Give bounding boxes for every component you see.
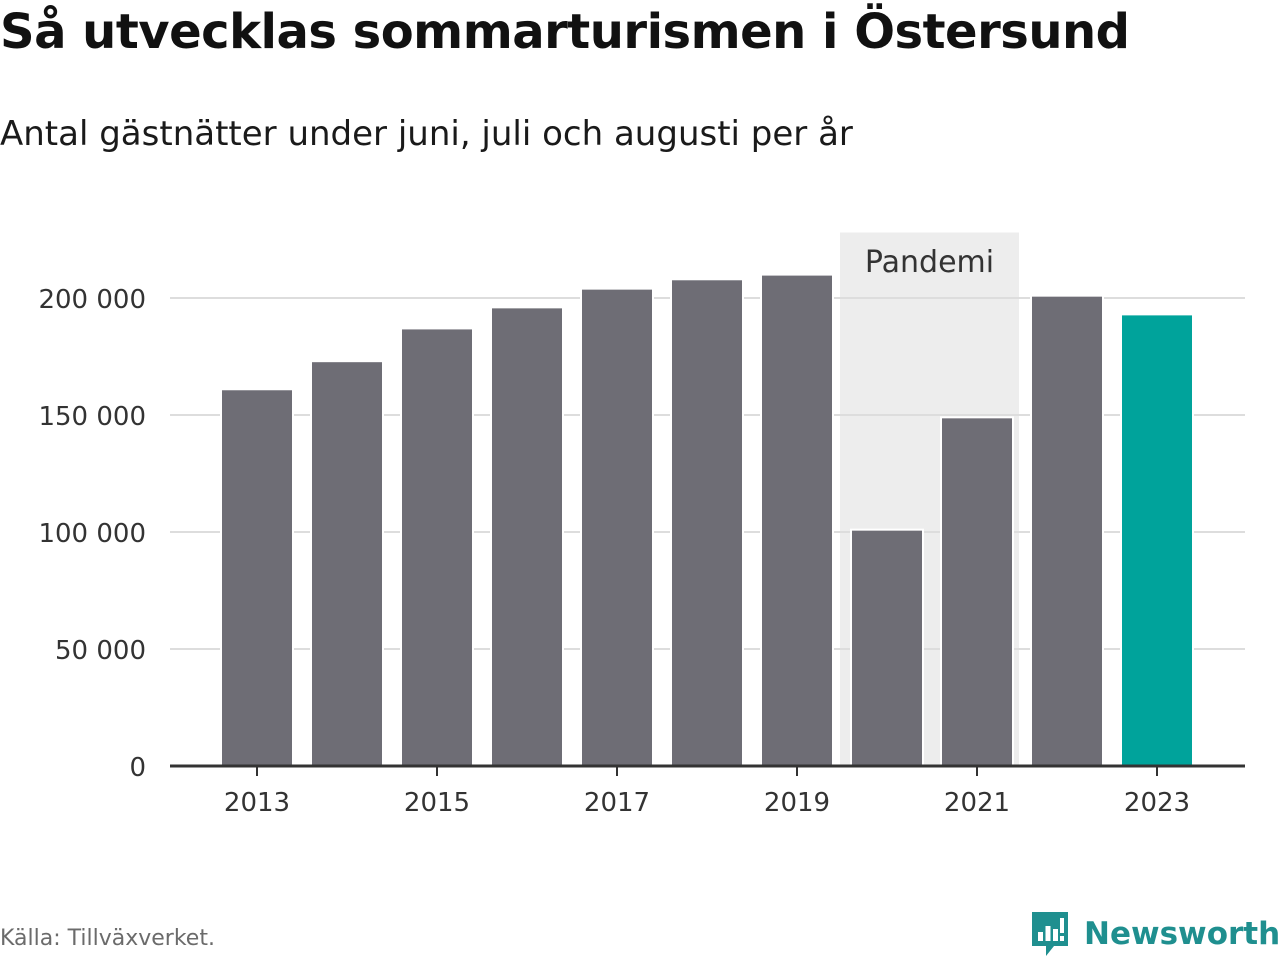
bar-2023 xyxy=(1120,313,1194,767)
newsworthy-logo-icon xyxy=(1032,912,1068,956)
x-tick-label: 2017 xyxy=(584,788,650,818)
bar-chart: 0 50 000 100 000 150 000 200 000 Pandemi 2013 2… xyxy=(38,232,1245,818)
x-tick-label: 2021 xyxy=(944,788,1010,818)
y-tick-label: 50 000 xyxy=(55,636,146,666)
y-tick-label: 0 xyxy=(129,753,146,783)
bar-2017 xyxy=(580,287,654,767)
brand-logo: Newsworthy xyxy=(1030,910,1280,958)
bar-2014 xyxy=(310,360,384,767)
y-tick-label: 200 000 xyxy=(38,285,146,315)
brand-name: Newsworthy xyxy=(1084,916,1280,952)
bar-2019 xyxy=(760,273,834,767)
chart-title: Så utvecklas sommarturismen i Östersund xyxy=(0,4,1130,60)
source-note: Källa: Tillväxverket. xyxy=(0,926,215,951)
y-tick-label: 150 000 xyxy=(38,402,146,432)
bar-2020 xyxy=(850,528,924,767)
bar-2013 xyxy=(220,388,294,767)
bar-2018 xyxy=(670,278,744,767)
bar-2022 xyxy=(1030,294,1104,767)
x-tick-label: 2015 xyxy=(404,788,470,818)
x-tick-label: 2013 xyxy=(224,788,290,818)
x-tick-label: 2023 xyxy=(1124,788,1190,818)
bar-2016 xyxy=(490,306,564,767)
chart-subtitle: Antal gästnätter under juni, juli och au… xyxy=(0,114,853,154)
bar-2015 xyxy=(400,327,474,767)
y-tick-label: 100 000 xyxy=(38,519,146,549)
bar-2021 xyxy=(940,416,1014,767)
annotation-label: Pandemi xyxy=(865,245,994,280)
x-tick-label: 2019 xyxy=(764,788,830,818)
